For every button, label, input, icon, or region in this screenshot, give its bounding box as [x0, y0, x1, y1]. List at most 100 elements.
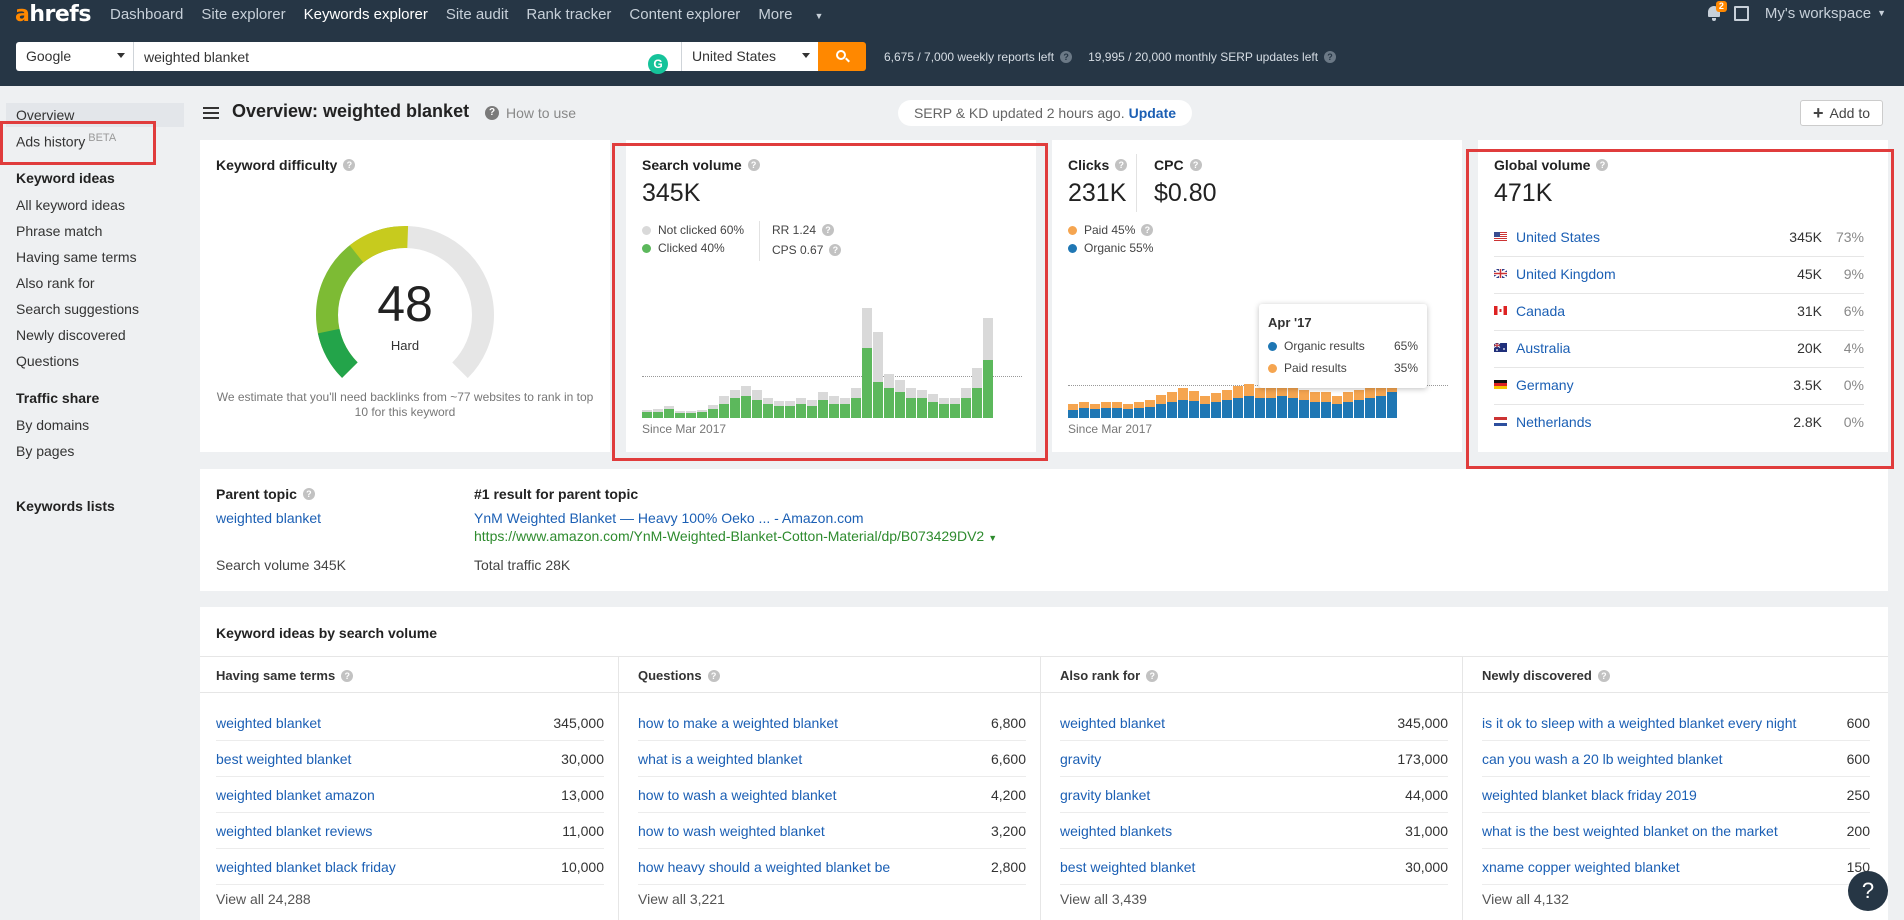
clicks-bar[interactable]: [1079, 402, 1089, 418]
sv-bar[interactable]: [961, 388, 971, 418]
keyword-link[interactable]: weighted blanket amazon: [216, 787, 375, 803]
nav-site-audit[interactable]: Site audit: [445, 6, 509, 23]
gv-country[interactable]: United Kingdom: [1516, 266, 1616, 282]
keyword-link[interactable]: best weighted blanket: [1060, 859, 1196, 875]
clicks-bar[interactable]: [1112, 402, 1122, 418]
clicks-bar[interactable]: [1244, 384, 1254, 418]
keyword-link[interactable]: can you wash a 20 lb weighted blanket: [1482, 751, 1723, 767]
help-icon[interactable]: ?: [1060, 51, 1073, 63]
help-icon[interactable]: ?: [1324, 51, 1337, 63]
sv-bar[interactable]: [906, 388, 916, 418]
clicks-bar[interactable]: [1134, 402, 1144, 418]
sv-bar[interactable]: [697, 410, 707, 418]
sv-bar[interactable]: [928, 394, 938, 418]
sv-bar[interactable]: [763, 398, 773, 418]
clicks-bar[interactable]: [1145, 400, 1155, 418]
column-heading[interactable]: Also rank for?: [1060, 668, 1159, 683]
clicks-bar[interactable]: [1211, 393, 1221, 418]
nav-site-explorer[interactable]: Site explorer: [201, 6, 286, 23]
nav-more[interactable]: More ▼: [758, 6, 824, 23]
view-all-link[interactable]: View all 24,288: [216, 891, 311, 907]
view-all-link[interactable]: View all 3,221: [638, 891, 725, 907]
sidebar-item-also-rank-for[interactable]: Also rank for: [16, 275, 95, 291]
keyword-link[interactable]: is it ok to sleep with a weighted blanke…: [1482, 715, 1797, 731]
sv-bar[interactable]: [840, 398, 850, 418]
nav-keywords-explorer[interactable]: Keywords explorer: [303, 6, 428, 23]
menu-icon[interactable]: [203, 107, 219, 119]
sv-bar[interactable]: [917, 390, 927, 418]
parent-result-link[interactable]: YnM Weighted Blanket — Heavy 100% Oeko .…: [474, 510, 864, 526]
sidebar-item-keywords-lists[interactable]: Keywords lists: [16, 498, 115, 514]
gv-country[interactable]: Australia: [1516, 340, 1571, 356]
search-button[interactable]: [818, 42, 866, 71]
help-icon[interactable]: ?: [1115, 159, 1128, 171]
clicks-bar[interactable]: [1299, 390, 1309, 418]
sv-bar[interactable]: [785, 401, 795, 418]
clicks-bar[interactable]: [1365, 386, 1375, 418]
sidebar-item-by-domains[interactable]: By domains: [16, 417, 90, 433]
keyword-link[interactable]: how to wash a weighted blanket: [638, 787, 837, 803]
sv-bar[interactable]: [884, 374, 894, 418]
sv-bar[interactable]: [895, 380, 905, 418]
sv-bar[interactable]: [796, 398, 806, 418]
sv-bar[interactable]: [708, 405, 718, 418]
help-icon[interactable]: ?: [707, 669, 720, 682]
parent-topic-link[interactable]: weighted blanket: [216, 510, 322, 526]
help-icon[interactable]: ?: [302, 488, 315, 500]
sv-bar[interactable]: [686, 411, 696, 418]
clicks-bar[interactable]: [1222, 390, 1232, 418]
add-to-button[interactable]: + Add to: [1800, 100, 1883, 126]
sidebar-item-ads-history[interactable]: Ads history BETA: [16, 132, 117, 150]
sv-bar[interactable]: [818, 392, 828, 418]
nav-dashboard[interactable]: Dashboard: [110, 6, 184, 23]
keyword-link[interactable]: weighted blanket black friday 2019: [1482, 787, 1697, 803]
sv-bar[interactable]: [730, 390, 740, 418]
help-icon[interactable]: ?: [1596, 159, 1609, 171]
clicks-bar[interactable]: [1189, 391, 1199, 418]
sv-bar[interactable]: [983, 318, 993, 418]
clicks-bar[interactable]: [1266, 386, 1276, 418]
clicks-bar[interactable]: [1200, 396, 1210, 418]
gv-country[interactable]: Canada: [1516, 303, 1566, 319]
how-to-use-link[interactable]: ? How to use: [485, 105, 576, 121]
gv-country[interactable]: United States: [1516, 229, 1601, 245]
sv-bar[interactable]: [741, 386, 751, 418]
sv-bar[interactable]: [807, 400, 817, 418]
help-icon[interactable]: ?: [829, 244, 842, 256]
sidebar-item-all-keyword-ideas[interactable]: All keyword ideas: [16, 197, 125, 213]
keyword-link[interactable]: how to make a weighted blanket: [638, 715, 839, 731]
gv-country[interactable]: Germany: [1516, 377, 1574, 393]
help-icon[interactable]: ?: [343, 159, 356, 171]
keyword-link[interactable]: how heavy should a weighted blanket be: [638, 859, 891, 875]
help-icon[interactable]: ?: [1146, 669, 1159, 682]
help-icon[interactable]: ?: [747, 159, 760, 171]
clicks-bar[interactable]: [1178, 388, 1188, 418]
column-heading[interactable]: Questions?: [638, 668, 720, 683]
column-heading[interactable]: Having same terms?: [216, 668, 354, 683]
keyword-link[interactable]: weighted blanket: [216, 715, 322, 731]
nav-rank-tracker[interactable]: Rank tracker: [526, 6, 612, 23]
sidebar-item-having-same-terms[interactable]: Having same terms: [16, 249, 137, 265]
caret-down-icon[interactable]: ▼: [988, 533, 998, 543]
keyword-link[interactable]: gravity: [1060, 751, 1102, 767]
help-chat-button[interactable]: ?: [1848, 871, 1888, 911]
sv-bar[interactable]: [653, 409, 663, 418]
help-icon[interactable]: ?: [1189, 159, 1202, 171]
keyword-link[interactable]: weighted blanket black friday: [216, 859, 396, 875]
sv-bar[interactable]: [972, 368, 982, 418]
view-all-link[interactable]: View all 4,132: [1482, 891, 1569, 907]
clicks-bar[interactable]: [1167, 392, 1177, 418]
parent-result-url[interactable]: https://www.amazon.com/YnM-Weighted-Blan…: [474, 528, 998, 544]
clicks-bar[interactable]: [1277, 384, 1287, 418]
keyword-link[interactable]: gravity blanket: [1060, 787, 1151, 803]
update-link[interactable]: Update: [1128, 105, 1177, 121]
help-icon[interactable]: ?: [822, 224, 835, 236]
country-select[interactable]: United States: [681, 42, 818, 71]
help-icon[interactable]: ?: [341, 669, 354, 682]
sv-bar[interactable]: [829, 396, 839, 418]
keyword-link[interactable]: what is the best weighted blanket on the…: [1482, 823, 1778, 839]
sidebar-item-questions[interactable]: Questions: [16, 353, 80, 369]
clicks-bar[interactable]: [1090, 404, 1100, 418]
view-all-link[interactable]: View all 3,439: [1060, 891, 1147, 907]
sv-bar[interactable]: [873, 332, 883, 418]
